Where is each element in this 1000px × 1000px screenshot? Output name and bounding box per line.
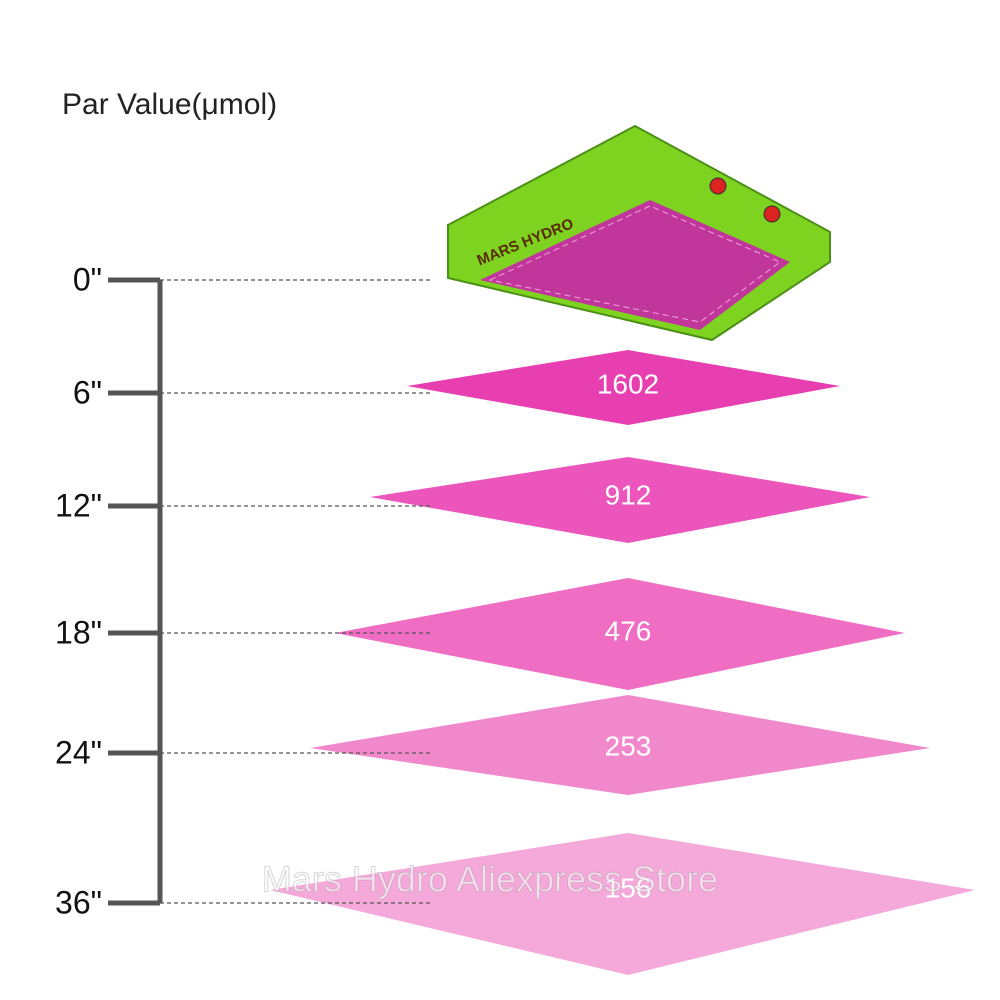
light-spread <box>370 457 870 543</box>
par-value: 476 <box>605 615 652 646</box>
par-value: 912 <box>605 479 652 510</box>
light-spread <box>310 695 930 795</box>
par-value: 253 <box>605 730 652 761</box>
par-value: 156 <box>605 872 652 903</box>
switch <box>709 177 727 195</box>
light-spread <box>270 833 975 975</box>
grow-light: MARS HYDRO <box>447 124 831 342</box>
height-label: 6" <box>73 374 102 410</box>
light-spread <box>407 350 840 425</box>
title: Par Value(μmol) <box>62 88 277 121</box>
height-label: 24" <box>55 734 102 770</box>
watermark: Mars Hydro Aliexpress Store <box>262 859 718 900</box>
light-spread <box>335 578 905 690</box>
height-label: 12" <box>55 487 102 523</box>
switch <box>763 205 781 223</box>
height-label: 0" <box>73 261 102 297</box>
height-label: 36" <box>55 884 102 920</box>
height-label: 18" <box>55 614 102 650</box>
par-value: 1602 <box>597 368 659 399</box>
